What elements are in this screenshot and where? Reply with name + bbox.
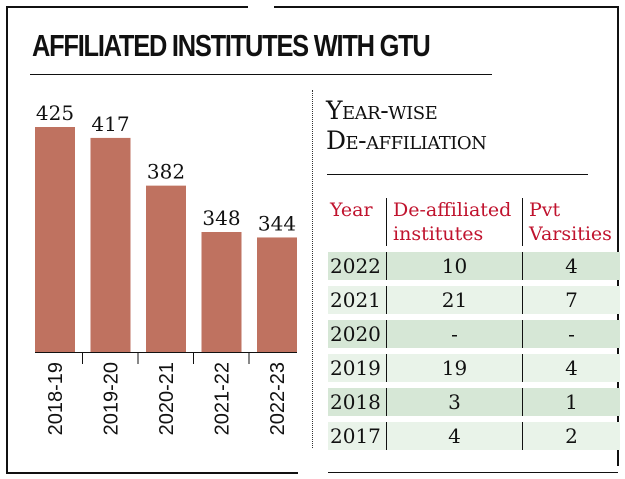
table-row: 2021 21 7 bbox=[328, 286, 620, 314]
table-title-divider bbox=[327, 174, 588, 175]
cell-deaffiliated: 21 bbox=[386, 286, 522, 314]
cell-year: 2020 bbox=[328, 320, 386, 348]
data-label: 348 bbox=[202, 206, 240, 230]
cell-deaffiliated: 3 bbox=[386, 388, 522, 416]
cell-year: 2017 bbox=[328, 422, 386, 450]
data-label: 382 bbox=[147, 160, 185, 184]
x-tick-label: 2021-22 bbox=[212, 362, 234, 435]
bar bbox=[90, 137, 131, 352]
x-tick-label: 2022-23 bbox=[267, 362, 289, 435]
bar bbox=[257, 237, 297, 352]
frame-border bbox=[6, 472, 298, 474]
x-tick-label: 2020-21 bbox=[156, 362, 178, 435]
table-row: 2020- - bbox=[328, 320, 620, 348]
header-deaffiliated: De-affiliated institutes bbox=[386, 198, 522, 246]
cell-deaffiliated: 19 bbox=[386, 354, 522, 382]
cell-pvt-varsities: 2 bbox=[522, 422, 620, 450]
frame-border bbox=[6, 6, 8, 474]
header-year: Year bbox=[330, 199, 373, 221]
header-pvt-varsities: Pvt Varsities bbox=[522, 198, 620, 246]
table-row: 2022 10 4 bbox=[328, 252, 620, 280]
frame-border bbox=[328, 472, 618, 473]
cell-pvt-varsities: 7 bbox=[522, 286, 620, 314]
bar bbox=[146, 185, 186, 352]
table-row: 2019 19 4 bbox=[328, 354, 620, 382]
cell-pvt-varsities: - bbox=[522, 320, 620, 348]
bar bbox=[35, 127, 75, 352]
frame-border bbox=[274, 6, 619, 8]
cell-year: 2019 bbox=[328, 354, 386, 382]
cell-pvt-varsities: 4 bbox=[522, 252, 620, 280]
table-title-line2: De-affiliation bbox=[326, 126, 487, 155]
cell-deaffiliated: 10 bbox=[386, 252, 522, 280]
bar-chart: 425 2018-19 417 2019-20 382 2020-21 348 2021-22… bbox=[35, 101, 297, 435]
table-title: Year-wise De-affiliation bbox=[326, 96, 487, 156]
bar bbox=[201, 232, 242, 352]
cell-pvt-varsities: 4 bbox=[522, 354, 620, 382]
section-divider bbox=[312, 90, 313, 448]
cell-year: 2022 bbox=[328, 252, 386, 280]
table-row: 2017 4 2 bbox=[328, 422, 620, 450]
cell-deaffiliated: 4 bbox=[386, 422, 522, 450]
chart-title: AFFILIATED INSTITUTES WITH GTU bbox=[32, 28, 431, 63]
frame-border bbox=[6, 6, 248, 8]
x-tick-label: 2019-20 bbox=[101, 362, 123, 435]
table-row: 2018 3 1 bbox=[328, 388, 620, 416]
x-tick-label: 2018-19 bbox=[45, 362, 67, 435]
cell-year: 2018 bbox=[328, 388, 386, 416]
table-title-line1: Year-wise bbox=[326, 96, 438, 125]
title-divider bbox=[30, 74, 492, 75]
data-label: 344 bbox=[258, 211, 296, 235]
data-label: 417 bbox=[91, 112, 129, 136]
cell-pvt-varsities: 1 bbox=[522, 388, 620, 416]
cell-year: 2021 bbox=[328, 286, 386, 314]
data-label: 425 bbox=[36, 101, 74, 125]
cell-deaffiliated: - bbox=[386, 320, 522, 348]
deaffiliation-table: Year De-affiliated institutes Pvt Varsit… bbox=[328, 192, 620, 456]
frame-border bbox=[617, 6, 619, 466]
